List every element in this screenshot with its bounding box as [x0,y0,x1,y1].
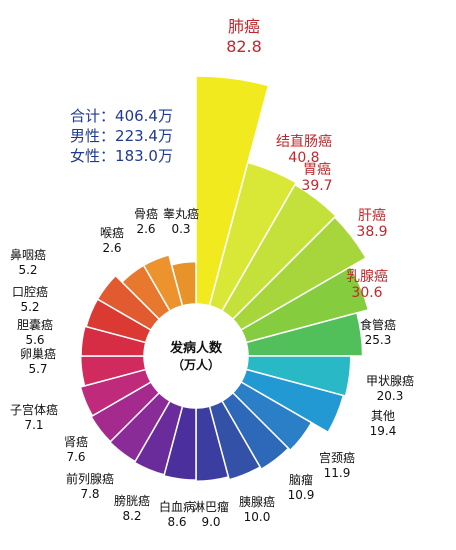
wedge-23 [142,254,184,312]
wedge-10 [220,391,290,471]
value-label-17: 7.1 [24,418,43,432]
summary-total: 合计：406.4万 [70,107,173,125]
category-label-4: 肝癌 [358,208,386,224]
category-label-20: 口腔癌 [12,284,48,299]
wedge-4 [231,216,368,332]
category-label-9: 宫颈癌 [319,450,355,465]
category-label-12: 淋巴瘤 [193,499,229,514]
category-label-13: 白血病 [159,499,195,514]
wedge-2 [208,161,298,312]
category-label-11: 胰腺癌 [239,494,275,509]
summary-box: 合计：406.4万 男性：223.4万 女性：183.0万 [70,106,173,166]
summary-female: 女性：183.0万 [70,147,173,165]
value-label-3: 39.7 [301,178,332,194]
category-label-5: 乳腺癌 [346,269,388,285]
value-label-20: 5.2 [20,300,39,314]
wedge-7 [245,355,352,397]
category-label-6: 食管癌 [360,317,396,332]
wedge-14 [133,400,184,476]
category-label-18: 卵巢癌 [20,346,56,361]
value-label-7: 20.3 [377,389,404,403]
wedge-16 [90,380,161,443]
value-label-23: 2.6 [136,222,155,236]
value-label-10: 10.9 [288,488,315,502]
wedge-layer [79,75,370,483]
value-label-6: 25.3 [365,333,392,347]
wedge-6 [245,311,364,357]
category-label-2: 结直肠癌 [276,133,332,150]
category-label-23: 骨癌 [134,206,158,221]
wedge-9 [231,380,313,452]
wedge-13 [162,405,197,481]
category-label-21: 鼻咽癌 [10,247,46,262]
category-label-24: 睾丸癌 [163,206,199,221]
category-label-19: 胆囊癌 [17,317,53,332]
category-label-7: 甲状腺癌 [366,373,414,388]
category-label-3: 胃癌 [303,162,331,178]
summary-male: 男性：223.4万 [70,127,173,145]
value-label-1: 82.8 [226,37,262,56]
value-label-2: 40.8 [288,150,319,166]
wedge-19 [80,325,147,357]
center-label-line1: 发病人数 [169,340,223,356]
category-label-16: 肾癌 [64,434,88,449]
wedge-8 [240,368,345,434]
wedge-21 [96,274,161,332]
wedge-5 [240,265,370,344]
value-label-11: 10.0 [244,510,271,524]
category-label-22: 喉癌 [100,225,124,240]
category-label-14: 膀胱癌 [114,493,150,508]
category-label-15: 前列腺癌 [66,471,114,486]
value-label-15: 7.8 [80,487,99,501]
wedge-11 [208,400,262,481]
value-label-13: 8.6 [167,515,186,529]
wedge-12 [195,405,230,483]
wedge-3 [220,183,338,321]
value-label-18: 5.7 [28,362,47,376]
category-label-1: 肺癌 [228,17,260,36]
category-label-8: 其他 [371,409,395,423]
category-label-17: 子宫体癌 [10,402,58,417]
value-label-4: 38.9 [356,224,387,240]
value-label-9: 11.9 [324,466,351,480]
value-label-12: 9.0 [201,515,220,529]
wedge-24 [170,260,197,307]
value-label-21: 5.2 [18,263,37,277]
center-label-line2: （万人） [172,357,220,372]
category-label-10: 脑瘤 [289,472,313,487]
wedge-1 [195,75,270,307]
value-label-8: 19.4 [370,424,397,438]
value-label-16: 7.6 [66,450,85,464]
value-label-22: 2.6 [102,241,121,255]
value-label-24: 0.3 [171,222,190,236]
wedge-17 [79,368,152,417]
value-label-19: 5.6 [25,333,44,347]
value-label-5: 30.6 [351,285,382,301]
center-circle [148,308,244,404]
value-label-14: 8.2 [122,509,141,523]
